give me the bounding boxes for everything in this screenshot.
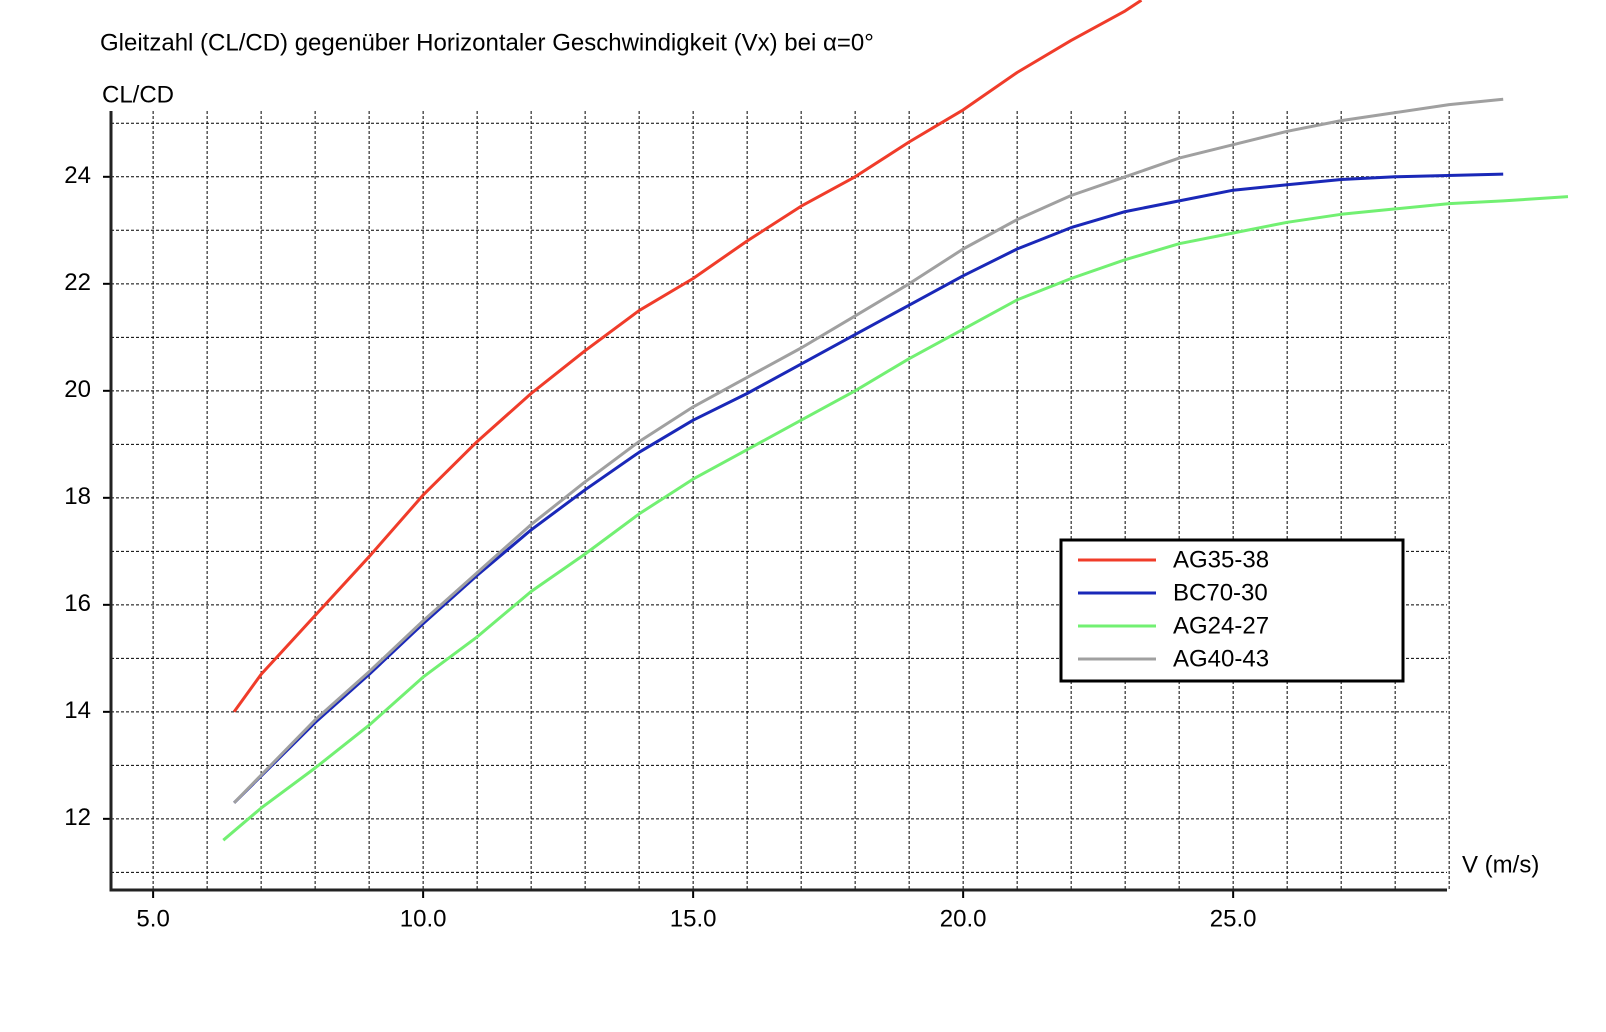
y-tick-label: 14 (64, 697, 91, 724)
legend-label: BC70-30 (1173, 579, 1268, 606)
series-line (233, 172, 1504, 804)
series-line (233, 97, 1504, 804)
x-tick-label: 15.0 (670, 905, 717, 932)
y-tick-label: 20 (64, 376, 91, 403)
legend-label: AG24-27 (1173, 612, 1269, 639)
chart-title: Gleitzahl (CL/CD) gegenüber Horizontaler… (100, 29, 874, 56)
y-tick-label: 12 (64, 804, 91, 831)
x-axis-label: V (m/s) (1462, 851, 1539, 878)
x-tick-label: 20.0 (940, 905, 987, 932)
series-line (222, 195, 1569, 842)
series-line (232, 0, 1143, 713)
x-tick-label: 5.0 (136, 905, 169, 932)
y-axis-label: CL/CD (102, 81, 174, 108)
legend-label: AG35-38 (1173, 546, 1269, 573)
y-tick-label: 22 (64, 269, 91, 296)
y-tick-label: 18 (64, 483, 91, 510)
x-tick-label: 25.0 (1210, 905, 1257, 932)
x-tick-label: 10.0 (400, 905, 447, 932)
legend-label: AG40-43 (1173, 645, 1269, 672)
y-tick-label: 24 (64, 162, 91, 189)
y-tick-label: 16 (64, 590, 91, 617)
